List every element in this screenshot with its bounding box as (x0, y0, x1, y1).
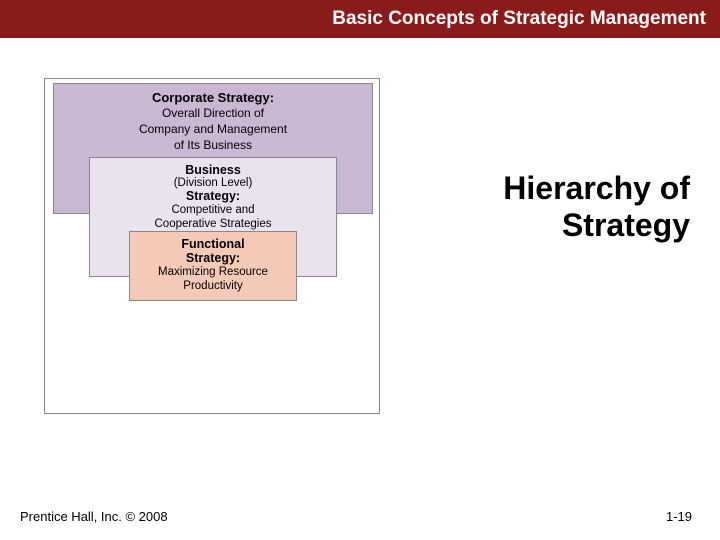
slide-title-line2: Strategy (562, 207, 690, 243)
business-title: Business (98, 163, 328, 177)
header-bar: Basic Concepts of Strategic Management (0, 0, 720, 38)
business-sub: (Division Level) (98, 177, 328, 189)
business-sub2: Strategy: (98, 189, 328, 203)
corporate-desc-line: Overall Direction of (62, 106, 364, 121)
corporate-desc-line: Company and Management (62, 122, 364, 137)
slide-title: Hierarchy of Strategy (390, 170, 690, 244)
functional-desc-line: Productivity (136, 279, 290, 293)
footer-page-number: 1-19 (666, 509, 692, 524)
footer-copyright: Prentice Hall, Inc. © 2008 (20, 509, 168, 524)
corporate-desc-line: of Its Business (62, 138, 364, 153)
slide-title-line1: Hierarchy of (503, 170, 690, 206)
hierarchy-diagram: Corporate Strategy: Overall Direction of… (44, 78, 380, 414)
corporate-title: Corporate Strategy: (62, 90, 364, 105)
business-desc-line: Cooperative Strategies (98, 217, 328, 231)
functional-strategy-box: Functional Strategy: Maximizing Resource… (129, 231, 297, 301)
slide-content: Corporate Strategy: Overall Direction of… (0, 38, 720, 540)
functional-sub: Strategy: (136, 251, 290, 265)
business-desc-line: Competitive and (98, 203, 328, 217)
functional-desc-line: Maximizing Resource (136, 265, 290, 279)
functional-title: Functional (136, 237, 290, 251)
header-title: Basic Concepts of Strategic Management (332, 8, 706, 30)
